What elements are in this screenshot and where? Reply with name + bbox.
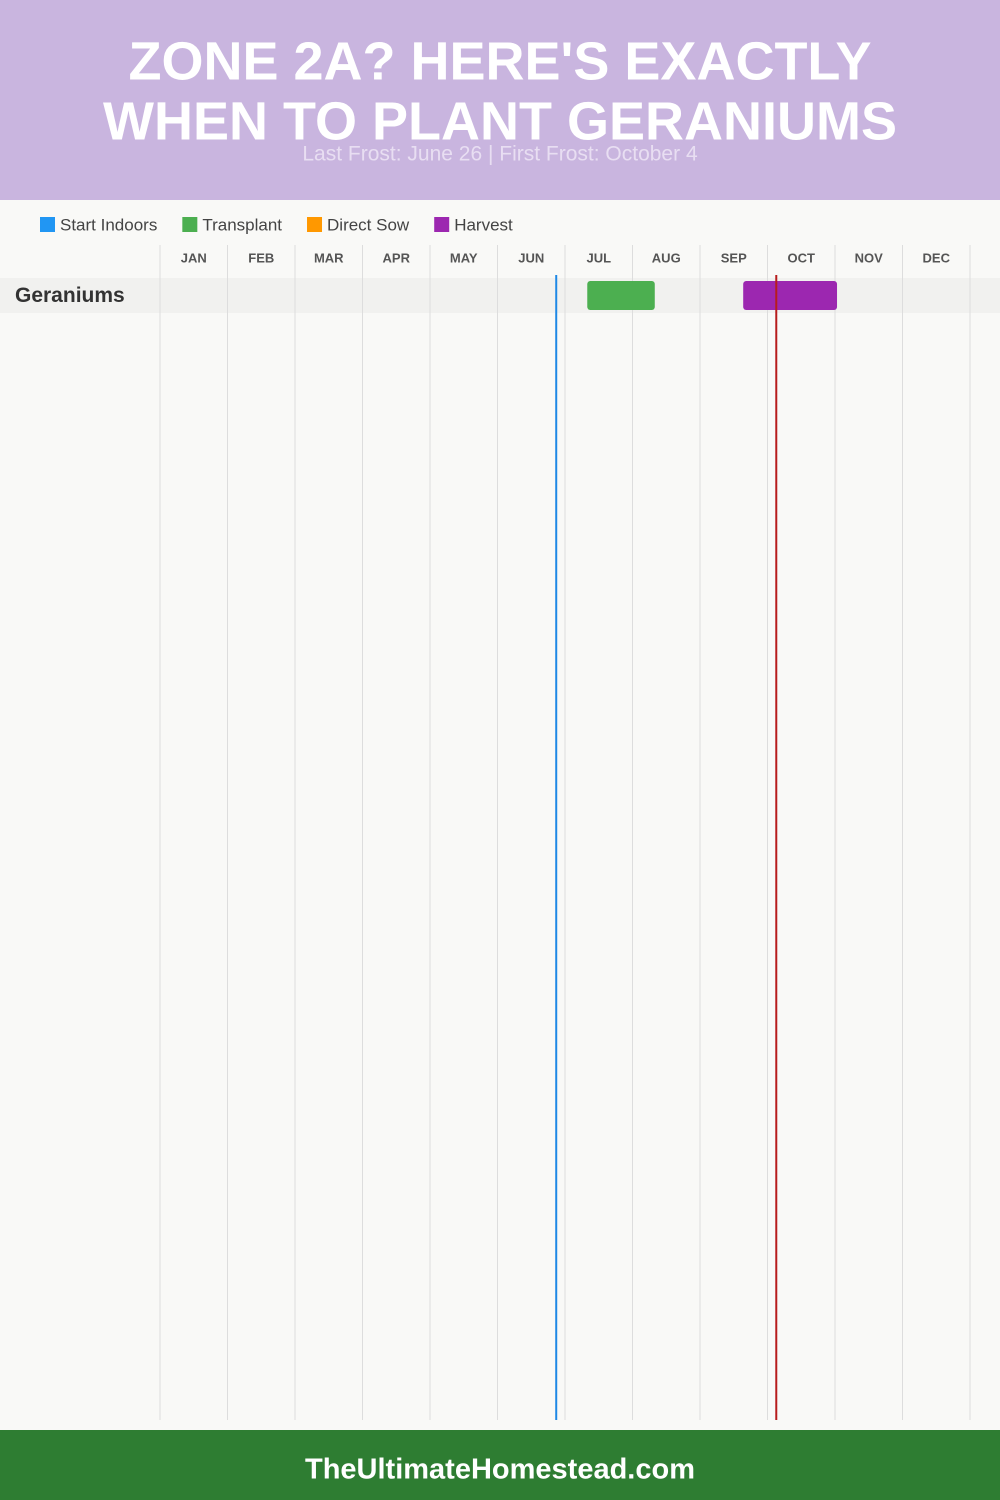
legend-label: Transplant [202, 215, 282, 234]
x-tick-label: AUG [652, 250, 681, 265]
legend-label: Harvest [454, 215, 513, 234]
chart-subtitle: Last Frost: June 26 | First Frost: Octob… [302, 143, 698, 166]
phase-bar [587, 281, 655, 310]
legend-swatch [40, 217, 55, 232]
x-tick-label: OCT [788, 250, 816, 265]
x-tick-label: JUN [518, 250, 544, 265]
x-tick-label: DEC [923, 250, 951, 265]
x-tick-label: JAN [181, 250, 207, 265]
chart-title: ZONE 2A? HERE'S EXACTLY [129, 31, 872, 91]
row-band [0, 278, 1000, 313]
legend-label: Direct Sow [327, 215, 410, 234]
x-tick-label: JUL [586, 250, 611, 265]
x-tick-label: MAY [450, 250, 478, 265]
chart-background [0, 200, 1000, 1430]
footer-text: TheUltimateHomestead.com [305, 1454, 695, 1486]
row-label: Geraniums [15, 284, 125, 307]
x-tick-label: SEP [721, 250, 747, 265]
legend-swatch [182, 217, 198, 232]
x-tick-label: APR [383, 250, 411, 265]
phase-bar [743, 281, 838, 310]
chart-title: WHEN TO PLANT GERANIUMS [103, 91, 897, 151]
x-tick-label: MAR [314, 250, 344, 265]
header-band [0, 0, 1000, 200]
legend-swatch [307, 217, 323, 232]
x-tick-label: FEB [248, 250, 274, 265]
legend-swatch [434, 217, 450, 232]
legend-label: Start Indoors [60, 215, 157, 234]
x-tick-label: NOV [855, 250, 884, 265]
footer-band [0, 1430, 1000, 1500]
